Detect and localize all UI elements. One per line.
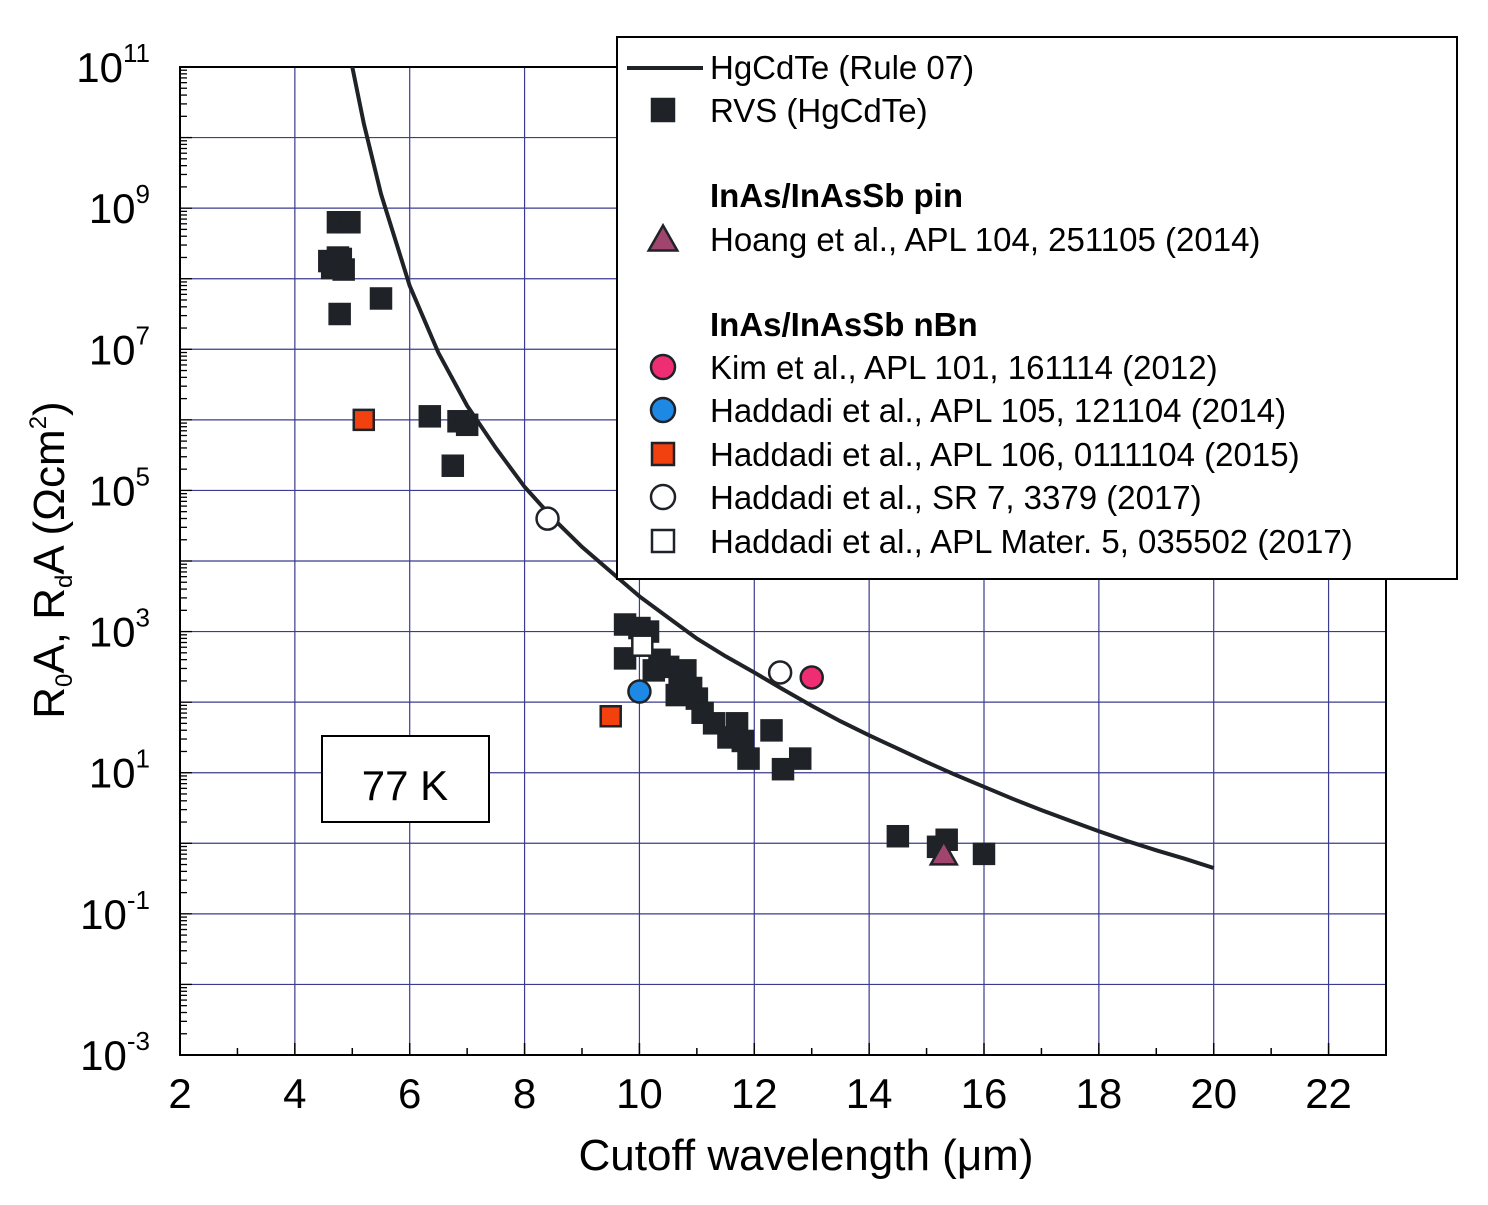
legend-entry-label: RVS (HgCdTe) <box>710 92 928 129</box>
legend-marker-swatch <box>649 396 677 424</box>
marker-point-s0 <box>338 211 361 234</box>
x-tick-label: 8 <box>513 1070 536 1117</box>
x-tick-label: 16 <box>961 1070 1008 1117</box>
y-tick-label: 1011 <box>76 38 150 91</box>
y-tick-label: 10-1 <box>80 885 150 938</box>
marker-point-s5 <box>767 660 793 685</box>
y-tick-label: 101 <box>89 744 150 797</box>
marker-point-s4 <box>352 408 376 432</box>
marker-point-s0 <box>972 842 996 866</box>
marker-point-s4 <box>599 705 622 728</box>
legend-entry-label: Haddadi et al., APL 106, 0111104 (2015) <box>710 436 1300 473</box>
temperature-label: 77 K <box>362 762 448 809</box>
rule07-line-layer <box>350 66 1215 870</box>
x-tick-label: 18 <box>1075 1070 1122 1117</box>
marker-point-s6 <box>631 634 654 657</box>
y-label-part: R <box>25 687 74 719</box>
legend-marker-swatch <box>650 441 676 467</box>
axes: 2 4 6 8 10 12 14 16 18 20 22 10-3 10-1 101 103 105 107 10… <box>76 38 1387 1117</box>
legend-entry-label: Haddadi et al., APL Mater. 5, 035502 (20… <box>710 523 1353 560</box>
y-label-part: A, R <box>25 588 74 674</box>
x-tick-label: 2 <box>168 1070 191 1117</box>
y-label-part: ) <box>25 401 74 416</box>
x-tick-label: 22 <box>1305 1070 1352 1117</box>
legend-entry-label: Kim et al., APL 101, 161114 (2012) <box>710 349 1218 386</box>
x-tick-label: 6 <box>398 1070 421 1117</box>
marker-point-s0 <box>418 405 442 428</box>
legend: HgCdTe (Rule 07) RVS (HgCdTe) InAs/InAsSb … <box>616 36 1458 580</box>
marker-point-s3 <box>627 679 652 704</box>
legend-marker-swatch <box>646 222 680 252</box>
legend-entry-label: Hoang et al., APL 104, 251105 (2014) <box>710 221 1260 258</box>
legend-group-header: InAs/InAsSb pin <box>710 177 963 214</box>
x-tick-label: 10 <box>616 1070 663 1117</box>
x-axis-label: Cutoff wavelength (μm) <box>579 1131 1034 1180</box>
marker-point-s2 <box>799 665 824 690</box>
svg-text:R0A, RdA (Ωcm2): R0A, RdA (Ωcm2) <box>25 401 78 718</box>
marker-point-s0 <box>455 413 479 437</box>
marker-point-s0 <box>788 747 812 770</box>
x-tick-label: 14 <box>846 1070 893 1117</box>
marker-point-s1 <box>928 838 959 866</box>
marker-point-s0 <box>760 719 783 742</box>
legend-entry-label: HgCdTe (Rule 07) <box>710 49 974 86</box>
temperature-annotation: 77 K <box>321 735 490 823</box>
y-label-sup2: 2 <box>25 416 52 429</box>
marker-point-s0 <box>886 824 910 848</box>
rule07-line <box>350 66 1215 870</box>
legend-entry-label: Haddadi et al., APL 105, 121104 (2014) <box>710 392 1286 429</box>
legend-group-header: InAs/InAsSb nBn <box>710 306 978 343</box>
y-axis-label: R0A, RdA (Ωcm2) <box>25 401 78 718</box>
y-label-subd: d <box>51 575 78 588</box>
x-tick-label: 20 <box>1190 1070 1237 1117</box>
marker-point-s0 <box>441 454 465 477</box>
legend-marker-swatch <box>650 97 676 123</box>
y-tick-label: 105 <box>89 461 150 514</box>
marker-point-s0 <box>332 258 355 281</box>
y-tick-label: 107 <box>89 320 150 373</box>
y-tick-label: 109 <box>89 179 150 232</box>
legend-entry-label: Haddadi et al., SR 7, 3379 (2017) <box>710 479 1202 516</box>
marker-point-s0 <box>369 287 393 310</box>
legend-marker-swatch <box>650 528 676 554</box>
marker-point-s0 <box>737 747 760 770</box>
legend-marker-swatch <box>649 483 677 511</box>
legend-box <box>616 36 1458 580</box>
marker-point-s0 <box>328 302 351 326</box>
y-label-part: A (Ωcm <box>25 429 74 574</box>
legend-marker-swatch <box>649 353 677 381</box>
marker-point-s0 <box>613 647 637 670</box>
y-tick-label: 10-3 <box>80 1026 150 1079</box>
x-tick-label: 4 <box>283 1070 306 1117</box>
y-tick-label: 103 <box>89 603 150 656</box>
marker-point-s5 <box>535 506 560 531</box>
y-label-sub0: 0 <box>51 674 78 687</box>
markers <box>318 211 996 866</box>
x-tick-label: 12 <box>731 1070 778 1117</box>
